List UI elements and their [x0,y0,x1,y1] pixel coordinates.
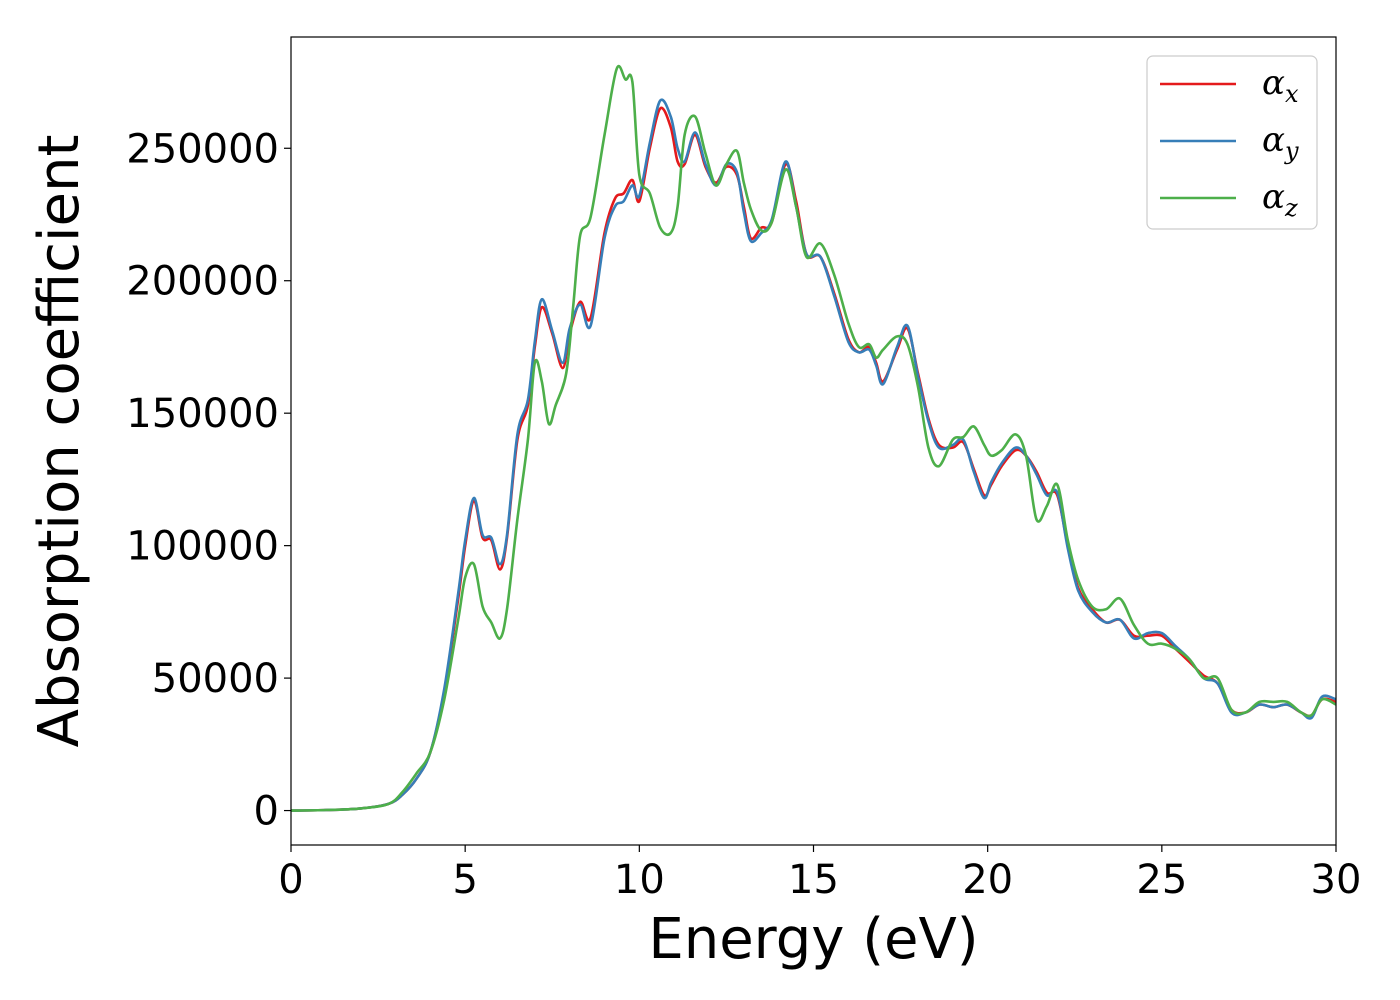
x-tick-label: 20 [962,857,1013,903]
x-tick-label: 25 [1136,857,1187,903]
legend-box [1146,55,1318,230]
x-tick-label: 5 [452,857,477,903]
y-tick-label: 0 [254,789,279,835]
y-tick-label: 150000 [126,391,279,437]
y-tick-label: 50000 [152,656,279,702]
x-tick-label: 15 [788,857,839,903]
x-tick-label: 0 [278,857,303,903]
x-tick-label: 10 [614,857,665,903]
x-tick-label: 30 [1311,857,1362,903]
y-tick-label: 200000 [126,259,279,305]
series-line-z [291,64,1336,812]
ticks-layer: 0 5 10 15 20 25 30 0 50000 100000 150000 200000 2500… [126,126,1361,903]
y-tick-label: 100000 [126,524,279,570]
x-axis-title: Energy (eV) [648,907,978,972]
y-tick-label: 250000 [126,126,279,172]
y-axis-title: Absorption coefficient [27,135,92,748]
series-layer [291,64,1336,812]
